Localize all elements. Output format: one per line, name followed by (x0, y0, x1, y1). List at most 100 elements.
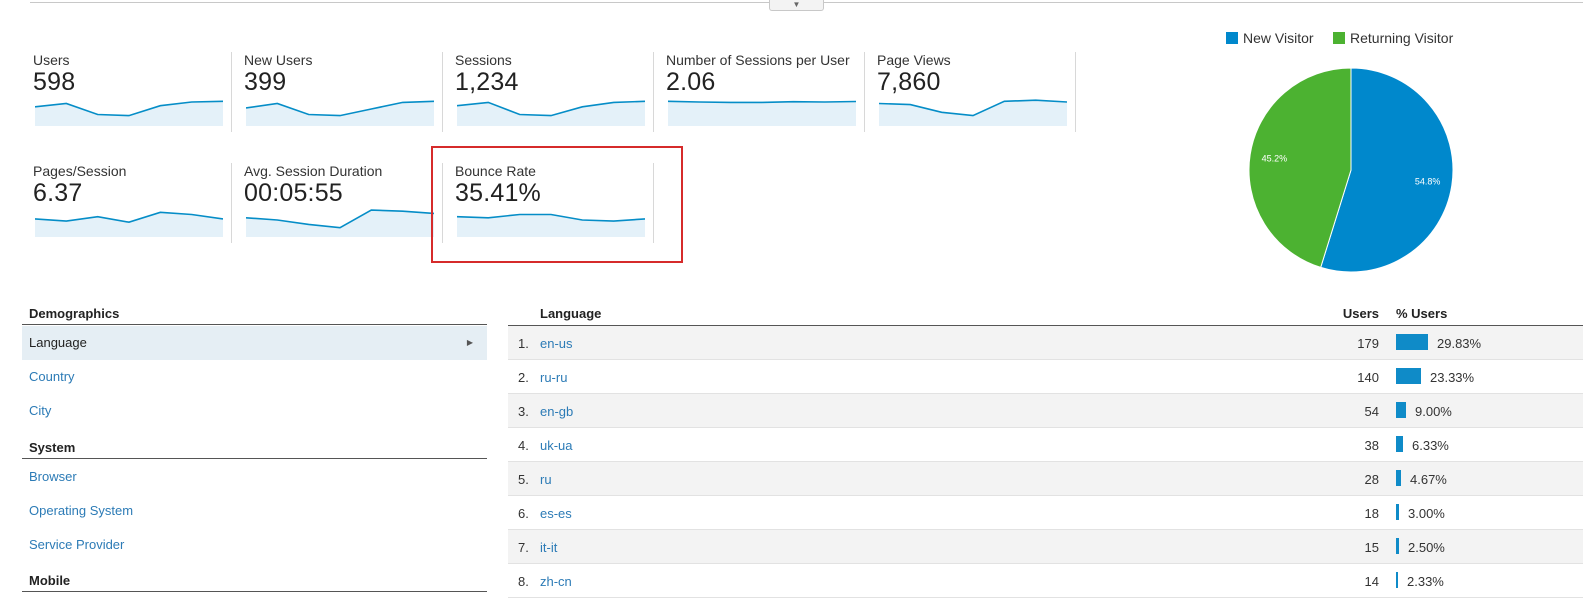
table-row[interactable]: 3. en-gb 54 9.00% (508, 394, 1583, 428)
row-pct-users: 29.83% (1437, 336, 1482, 351)
language-link[interactable]: en-us (540, 336, 573, 351)
column-header-pct-users[interactable]: % Users (1396, 306, 1448, 321)
legend-swatch (1333, 32, 1345, 44)
nav-item-label: City (29, 403, 52, 418)
metric-label: Number of Sessions per User (666, 52, 850, 68)
language-link[interactable]: es-es (540, 506, 572, 521)
metric-bounce-rate[interactable]: Bounce Rate 35.41% (455, 163, 654, 243)
row-rank: 6. (518, 506, 529, 521)
table-row[interactable]: 6. es-es 18 3.00% (508, 496, 1583, 530)
metric-label: Users (33, 52, 70, 68)
caret-right-icon: ▶ (466, 338, 473, 347)
row-rank: 4. (518, 438, 529, 453)
pie-label-returning-visitor: 45.2% (1262, 153, 1288, 163)
sparkline-line (246, 100, 434, 117)
pie-slice-returning-visitor[interactable] (1248, 67, 1352, 269)
column-header-language[interactable]: Language (540, 306, 602, 321)
pct-bar (1396, 538, 1399, 554)
row-pct-users: 2.33% (1407, 574, 1444, 589)
row-rank: 7. (518, 540, 529, 555)
metric-page-views[interactable]: Page Views 7,860 (877, 52, 1076, 132)
language-link[interactable]: uk-ua (540, 438, 573, 453)
metric-divider (653, 52, 654, 132)
metric-users[interactable]: Users 598 (33, 52, 232, 132)
sparkline-area (457, 101, 645, 126)
language-link[interactable]: ru-ru (540, 370, 568, 385)
column-header-users[interactable]: Users (1342, 306, 1379, 321)
sparkline-area (246, 101, 434, 126)
nav-section-mobile: Mobile (22, 573, 487, 592)
nav-section-demographics: Demographics (22, 306, 487, 325)
nav-item-operating-system[interactable]: Operating System (22, 494, 487, 528)
sparkline-area (668, 101, 856, 126)
row-pct-users: 23.33% (1430, 370, 1475, 385)
row-users: 54 (1364, 404, 1379, 419)
row-rank: 3. (518, 404, 529, 419)
row-rank: 5. (518, 472, 529, 487)
nav-item-country[interactable]: Country (22, 360, 487, 394)
language-link[interactable]: en-gb (540, 404, 574, 419)
nav-item-label: Country (29, 369, 75, 384)
nav-item-label: Browser (29, 469, 77, 484)
pie-slice-new-visitor[interactable] (1320, 67, 1454, 273)
row-users: 179 (1357, 336, 1379, 351)
legend-label: Returning Visitor (1350, 30, 1454, 46)
nav-item-service-provider[interactable]: Service Provider (22, 528, 487, 562)
metric-label: New Users (244, 52, 313, 68)
table-header: Language Users % Users (508, 306, 1583, 326)
metric-sessions[interactable]: Sessions 1,234 (455, 52, 654, 132)
row-users: 18 (1364, 506, 1379, 521)
metric-divider (442, 163, 443, 243)
language-link[interactable]: zh-cn (540, 574, 572, 589)
table-row[interactable]: 8. zh-cn 14 2.33% (508, 564, 1583, 598)
row-users: 140 (1357, 370, 1379, 385)
table-row[interactable]: 2. ru-ru 140 23.33% (508, 360, 1583, 394)
language-link[interactable]: ru (540, 472, 552, 487)
metric-label: Sessions (455, 52, 512, 68)
row-pct-users: 6.33% (1412, 438, 1449, 453)
row-rank: 8. (518, 574, 529, 589)
legend-swatch (1226, 32, 1238, 44)
pct-bar (1396, 572, 1398, 588)
metric-value: 1,234 (455, 68, 519, 96)
table-row[interactable]: 4. uk-ua 38 6.33% (508, 428, 1583, 462)
sparkline (35, 211, 223, 237)
metric-pages-per-session[interactable]: Pages/Session 6.37 (33, 163, 232, 243)
pct-bar (1396, 436, 1403, 452)
metric-label: Avg. Session Duration (244, 163, 383, 179)
nav-item-label: Service Provider (29, 537, 125, 552)
metric-avg-session-duration[interactable]: Avg. Session Duration 00:05:55 (244, 163, 443, 243)
sparkline-line (457, 213, 645, 222)
sparkline (35, 100, 223, 126)
nav-item-language[interactable]: Language ▶ (22, 326, 487, 360)
row-rank: 1. (518, 336, 529, 351)
table-row[interactable]: 5. ru 28 4.67% (508, 462, 1583, 496)
nav-item-label: Operating System (29, 503, 134, 518)
visitor-pie-chart: 54.8% 45.2% (1248, 67, 1454, 273)
row-pct-users: 4.67% (1410, 472, 1447, 487)
metric-new-users[interactable]: New Users 399 (244, 52, 443, 132)
sparkline-area (246, 210, 434, 237)
metric-value: 7,860 (877, 68, 941, 96)
nav-item-city[interactable]: City (22, 394, 487, 428)
sparkline (246, 100, 434, 126)
collapse-toggle[interactable]: ▼ (769, 0, 824, 11)
pct-bar (1396, 470, 1401, 486)
row-users: 28 (1364, 472, 1379, 487)
nav-item-label: Language (29, 335, 87, 350)
sparkline (879, 99, 1067, 126)
metric-value: 399 (244, 68, 287, 96)
table-row[interactable]: 1. en-us 179 29.83% (508, 326, 1583, 360)
row-pct-users: 2.50% (1408, 540, 1445, 555)
language-link[interactable]: it-it (540, 540, 558, 555)
pct-bar (1396, 402, 1406, 418)
sparkline-line (457, 100, 645, 117)
metric-divider (231, 163, 232, 243)
nav-item-browser[interactable]: Browser (22, 460, 487, 494)
metric-value: 598 (33, 68, 76, 96)
metric-sessions-per-user[interactable]: Number of Sessions per User 2.06 (666, 52, 865, 132)
row-users: 14 (1364, 574, 1379, 589)
sparkline-line (879, 99, 1067, 117)
metric-divider (231, 52, 232, 132)
table-row[interactable]: 7. it-it 15 2.50% (508, 530, 1583, 564)
